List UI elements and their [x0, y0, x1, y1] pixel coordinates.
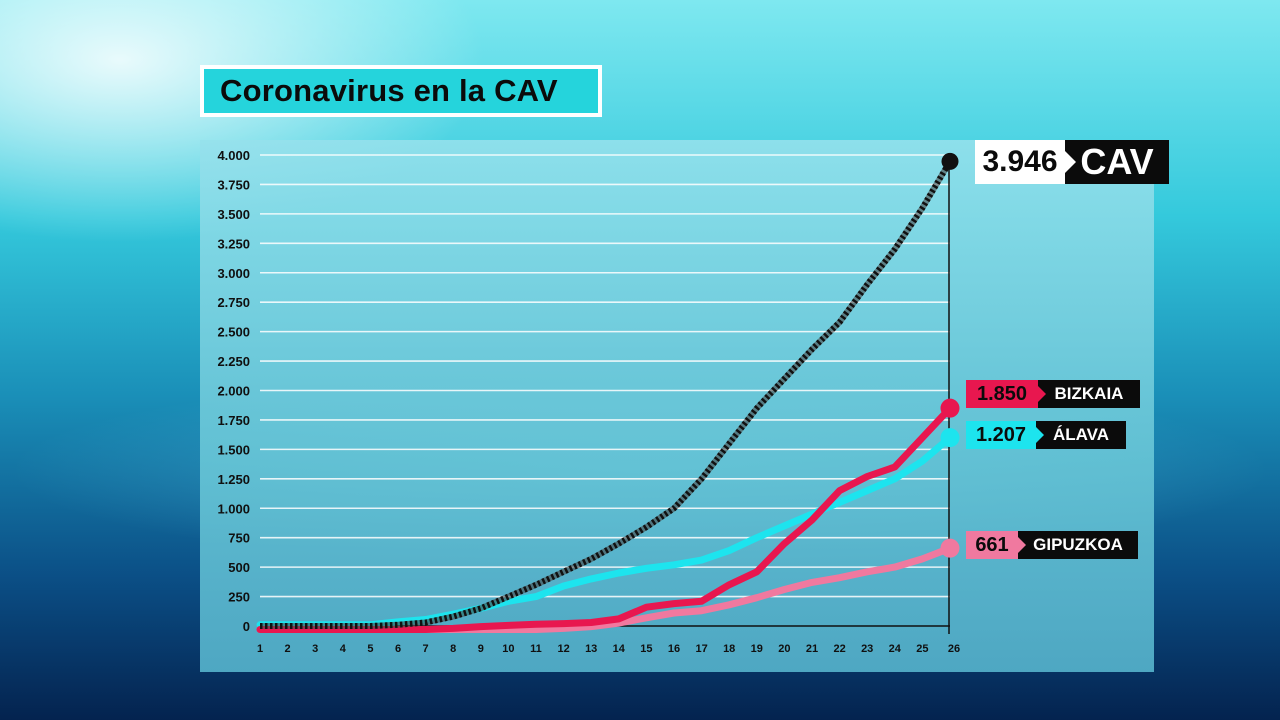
label-gipuzkoa-value: 661: [966, 531, 1018, 559]
y-tick-label: 0: [243, 619, 250, 634]
series-line-bizkaia: [256, 404, 954, 633]
y-tick-label: 2.750: [217, 295, 250, 310]
label-bizkaia-name: BIZKAIA: [1038, 380, 1140, 408]
x-tick-label: 17: [695, 643, 707, 655]
y-tick-label: 1.750: [217, 413, 250, 428]
label-bizkaia: 1.850 BIZKAIA: [966, 380, 1140, 408]
series-end-marker-bizkaia: [940, 398, 960, 418]
y-tick-label: 1.250: [217, 472, 250, 487]
axis-layer: 0 250 500 750 1.000 1.250 1.500 1.750 2.000 2.250…: [217, 148, 960, 655]
label-bizkaia-value: 1.850: [966, 380, 1038, 408]
series-cav: [260, 152, 959, 629]
x-tick-label: 24: [889, 643, 902, 655]
grid-layer: [260, 154, 950, 598]
y-tick-label: 3.250: [217, 236, 250, 251]
x-tick-label: 11: [530, 643, 542, 655]
label-cav-value: 3.946: [975, 140, 1065, 184]
series-bizkaia: [256, 398, 960, 633]
y-tick-label: 4.000: [217, 148, 250, 163]
x-tick-label: 10: [502, 643, 514, 655]
label-alava: 1.207 ÁLAVA: [966, 421, 1126, 449]
series-end-marker-alava: [940, 428, 960, 448]
x-tick-label: 19: [751, 643, 763, 655]
y-tick-label: 1.000: [217, 501, 250, 516]
x-tick-label: 20: [778, 643, 790, 655]
x-tick-label: 5: [367, 643, 373, 655]
label-cav-name: CAV: [1065, 140, 1169, 184]
label-cav: 3.946 CAV: [975, 140, 1169, 184]
series-line-cav-shadow: [260, 159, 953, 629]
series-line-cav: [260, 159, 953, 629]
y-tick-label: 500: [228, 560, 250, 575]
label-alava-name: ÁLAVA: [1036, 421, 1126, 449]
y-tick-label: 2.000: [217, 384, 250, 399]
label-gipuzkoa: 661 GIPUZKOA: [966, 531, 1138, 559]
series-gipuzkoa: [256, 538, 960, 633]
series-layer: [256, 152, 960, 633]
x-tick-label: 18: [723, 643, 735, 655]
x-tick-label: 25: [916, 643, 928, 655]
y-tick-label: 3.000: [217, 266, 250, 281]
x-tick-label: 9: [478, 643, 484, 655]
x-tick-label: 8: [450, 643, 456, 655]
chart-title-box: Coronavirus en la CAV: [200, 65, 602, 117]
x-tick-label: 12: [557, 643, 569, 655]
y-tick-label: 1.500: [217, 442, 250, 457]
x-tick-label: 3: [312, 643, 318, 655]
series-alava: [256, 428, 960, 629]
series-end-marker-gipuzkoa: [940, 538, 960, 558]
y-tick-label: 3.500: [217, 207, 250, 222]
y-tick-label: 3.750: [217, 177, 250, 192]
x-tick-label: 4: [340, 643, 347, 655]
x-tick-label: 22: [833, 643, 845, 655]
series-end-marker-cav: [941, 152, 959, 170]
y-tick-label: 250: [228, 590, 250, 605]
x-tick-label: 14: [613, 643, 626, 655]
x-tick-label: 7: [423, 643, 429, 655]
label-alava-value: 1.207: [966, 421, 1036, 449]
x-tick-label: 21: [806, 643, 818, 655]
label-gipuzkoa-name: GIPUZKOA: [1018, 531, 1138, 559]
x-tick-label: 6: [395, 643, 401, 655]
x-tick-label: 23: [861, 643, 873, 655]
x-tick-label: 13: [585, 643, 597, 655]
y-tick-label: 2.500: [217, 325, 250, 340]
y-tick-label: 2.250: [217, 354, 250, 369]
x-tick-label: 16: [668, 643, 680, 655]
x-tick-label: 2: [285, 643, 291, 655]
x-tick-label: 26: [948, 643, 960, 655]
x-tick-label: 15: [640, 643, 652, 655]
x-tick-label: 1: [257, 643, 263, 655]
chart-title: Coronavirus en la CAV: [220, 73, 558, 108]
y-tick-label: 750: [228, 531, 250, 546]
